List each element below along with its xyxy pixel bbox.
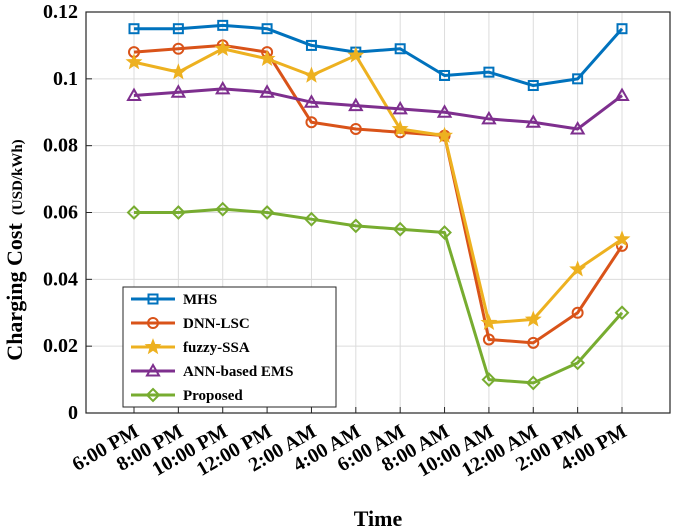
legend-item-proposed: Proposed [131,387,243,404]
y-tick-label: 0.1 [53,68,78,90]
legend-marker [145,387,161,403]
data-point-ann-based-ems [303,94,320,108]
y-tick-label: 0.12 [43,1,78,23]
data-point-fuzzy-ssa [436,126,454,143]
y-axis-title-unit: (USD/kWh) [10,139,26,215]
data-point-proposed [481,372,497,387]
series-line-mhs [134,23,624,88]
data-point-ann-based-ems [481,110,497,125]
legend-label: ANN-based EMS [183,364,293,380]
legend-label: MHS [183,292,217,308]
data-point-proposed [348,218,364,234]
data-point-fuzzy-ssa [169,63,187,80]
data-point-proposed [215,201,231,217]
series-proposed [126,201,630,391]
data-point-fuzzy-ssa [613,230,631,247]
legend-marker [145,362,161,377]
legend-marker [147,293,159,305]
legend-label: Proposed [183,388,243,404]
y-tick-label: 0.06 [43,202,78,224]
y-tick-label: 0 [68,402,78,424]
data-point-fuzzy-ssa [214,39,232,56]
legend-label: DNN-LSC [183,316,250,332]
legend-marker [144,338,162,355]
y-axis-title: Charging Cost (USD/kWh) [2,139,27,360]
data-point-mhs [439,69,451,81]
legend-marker [147,317,159,329]
data-point-proposed [614,305,630,321]
data-point-ann-based-ems [569,120,586,135]
data-point-proposed [525,375,541,391]
data-point-ann-based-ems [126,87,142,102]
data-point-fuzzy-ssa [258,49,276,66]
y-tick-label: 0.02 [43,335,78,357]
data-point-fuzzy-ssa [524,310,542,327]
data-point-fuzzy-ssa [347,46,365,63]
data-point-proposed [259,205,275,220]
y-axis-ticks: 0 0.02 0.04 0.06 0.08 0.1 0.12 [43,1,92,424]
data-point-dnn-lsc [527,336,540,349]
data-point-ann-based-ems [259,84,275,98]
data-point-ann-based-ems [348,97,364,112]
data-point-mhs [261,23,273,35]
x-axis-title: Time [354,506,403,530]
data-point-mhs [394,43,406,55]
data-point-proposed [126,205,142,220]
series-layer [125,19,631,391]
y-tick-label: 0.04 [43,268,78,290]
legend-item-ann-based-ems: ANN-based EMS [131,362,293,380]
legend-item-dnn-lsc: DNN-LSC [131,316,250,332]
data-point-proposed [570,355,586,371]
data-point-proposed [170,205,186,220]
series-ann-based-ems [126,80,630,135]
legend-item-mhs: MHS [131,292,217,308]
data-point-dnn-lsc [482,333,495,346]
data-point-mhs [527,80,539,92]
data-point-dnn-lsc [349,122,362,135]
data-point-ann-based-ems [170,84,187,98]
data-point-fuzzy-ssa [391,120,409,137]
series-mhs [128,19,628,92]
series-line-fuzzy-ssa [133,47,623,325]
data-point-mhs [572,73,584,85]
data-point-dnn-lsc [305,116,318,129]
data-point-dnn-lsc [571,306,584,319]
data-point-ann-based-ems [392,100,408,115]
data-point-mhs [217,19,229,31]
data-point-ann-based-ems [436,104,453,118]
y-tick-label: 0.08 [43,135,78,157]
data-point-mhs [128,23,140,35]
data-point-fuzzy-ssa [569,260,587,277]
legend-item-fuzzy-ssa: fuzzy-SSA [131,338,250,356]
data-point-mhs [483,66,495,78]
data-point-proposed [392,221,408,237]
data-point-fuzzy-ssa [480,313,498,330]
data-point-proposed [304,211,319,227]
data-point-proposed [437,225,452,240]
data-point-ann-based-ems [525,114,541,128]
series-fuzzy-ssa [125,39,631,330]
grid [86,12,670,413]
data-point-fuzzy-ssa [125,53,143,70]
series-line-proposed [134,207,624,385]
data-point-mhs [305,39,317,51]
data-point-ann-based-ems [215,80,231,95]
legend: MHS DNN-LSC fuzzy-SSA ANN-based EMS Proposed [122,286,337,408]
series-line-ann-based-ems [133,87,623,131]
data-point-dnn-lsc [172,42,185,55]
data-point-ann-based-ems [614,87,630,102]
data-point-mhs [172,23,184,35]
legend-label: fuzzy-SSA [183,340,250,356]
data-point-fuzzy-ssa [302,66,320,83]
y-axis-title-main: Charging Cost [2,223,27,361]
data-point-mhs [616,23,628,35]
